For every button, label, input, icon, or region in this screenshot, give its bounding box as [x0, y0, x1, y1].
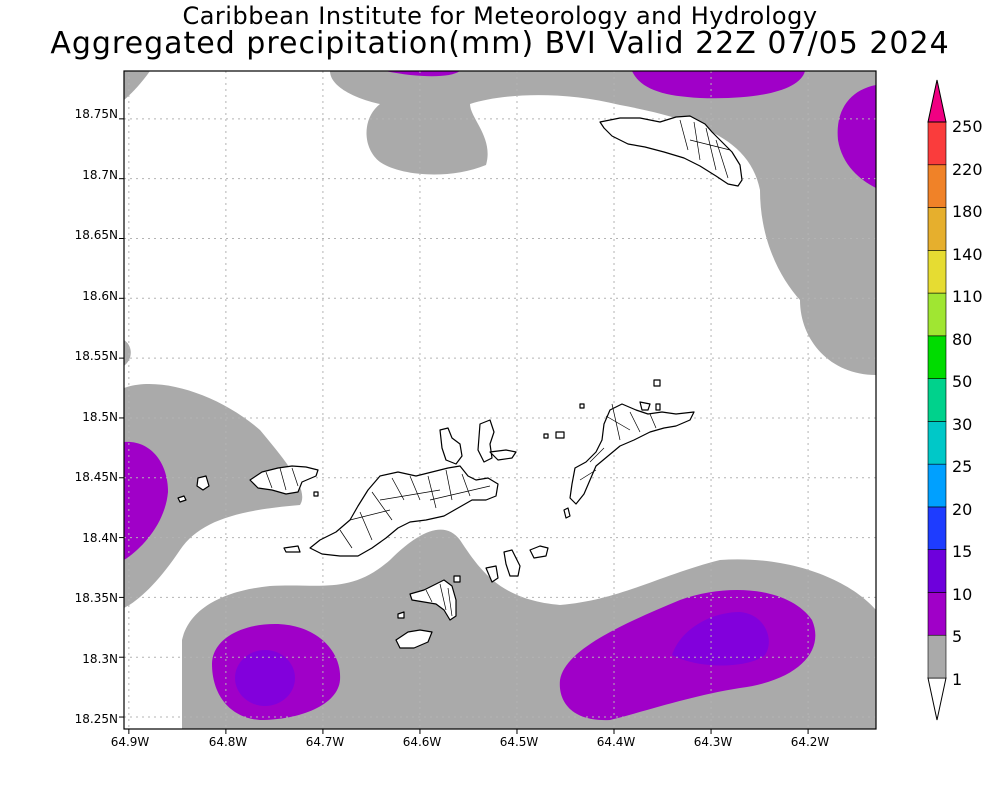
colorbar-label: 180 [952, 202, 983, 221]
colorbar-label: 140 [952, 245, 983, 264]
colorbar-segment [927, 463, 947, 508]
lat-label: 18.25N [75, 712, 118, 726]
lat-label: 18.7N [82, 168, 118, 182]
latitude-axis: 18.75N 18.7N 18.65N 18.6N 18.55N 18.5N 1… [75, 107, 118, 726]
island-tiny-west [177, 495, 187, 503]
lon-label: 64.9W [111, 735, 150, 749]
colorbar-segment [927, 121, 947, 166]
lat-label: 18.5N [82, 410, 118, 424]
lon-label: 64.8W [209, 735, 248, 749]
precip-zone-heavy [235, 612, 769, 706]
colorbar-label: 250 [952, 117, 983, 136]
lon-label: 64.3W [694, 735, 733, 749]
islands [177, 115, 743, 649]
precip-region-moderate-east [837, 85, 876, 188]
longitude-axis: 64.9W 64.8W 64.7W 64.6W 64.5W 64.4W 64.3… [111, 735, 830, 749]
colorbar-label: 50 [952, 372, 972, 391]
colorbar-label: 1 [952, 670, 962, 689]
colorbar-segment [927, 634, 947, 679]
colorbar-label: 5 [952, 627, 962, 646]
lat-label: 18.3N [82, 652, 118, 666]
colorbar-segment [927, 549, 947, 593]
lat-label: 18.45N [75, 470, 118, 484]
precip-core-southwest [235, 650, 295, 706]
map-frame [123, 70, 877, 730]
chart-title-line1: Caribbean Institute for Meteorology and … [182, 2, 818, 30]
island-boundaries [265, 119, 731, 617]
colorbar-segment [927, 421, 947, 465]
island-anegada [599, 115, 743, 187]
colorbar-segment [927, 592, 947, 636]
colorbar-segment [927, 79, 947, 123]
precip-region-northwest [124, 71, 150, 100]
lon-label: 64.7W [306, 735, 345, 749]
colorbar-label: 15 [952, 542, 972, 561]
precip-region-moderate-west [124, 441, 168, 560]
island-norman [395, 629, 433, 649]
precip-region-west [124, 384, 303, 608]
island-guana [477, 419, 495, 463]
island-jost-van-dyke [249, 465, 319, 495]
colorbar-label: 80 [952, 330, 972, 349]
chart-title-line2: Aggregated precipitation(mm) BVI Valid 2… [50, 26, 950, 61]
island-fallen-jerusalem [563, 507, 571, 519]
tortola-boundaries [339, 469, 491, 549]
lat-label: 18.75N [75, 107, 118, 121]
graticule [124, 71, 876, 729]
island-islets-south [283, 491, 461, 619]
colorbar-segment [927, 250, 947, 294]
precip-core-southeast [672, 612, 769, 666]
colorbar-label: 25 [952, 457, 972, 476]
island-ginger [529, 545, 549, 559]
colorbar-label: 110 [952, 287, 983, 306]
colorbar-segment [927, 378, 947, 422]
colorbar-labels: 1 5 10 15 20 25 30 50 80 110 140 180 220… [952, 117, 983, 689]
island-small-west [196, 475, 210, 491]
anegada-boundaries [679, 119, 731, 179]
precip-region-moderate-northeast [632, 71, 805, 99]
peter-boundaries [425, 583, 453, 617]
colorbar-segment [927, 506, 947, 550]
island-salt [503, 549, 521, 577]
island-cooper [485, 565, 499, 583]
colorbar-segment [927, 164, 947, 208]
colorbar-segment [927, 335, 947, 379]
precip-region-north [124, 71, 876, 375]
lat-label: 18.6N [82, 289, 118, 303]
precip-region-moderate-north [385, 71, 460, 77]
jost-van-dyke-boundaries [265, 467, 299, 491]
colorbar-label: 10 [952, 585, 972, 604]
island-small-east [489, 449, 517, 461]
lon-label: 64.4W [597, 735, 636, 749]
lon-label: 64.2W [791, 735, 830, 749]
axis-ticks [119, 118, 809, 734]
colorbar-segment [927, 677, 947, 721]
colorbar-label: 20 [952, 500, 972, 519]
lat-label: 18.4N [82, 531, 118, 545]
lon-label: 64.5W [500, 735, 539, 749]
island-peter [409, 579, 457, 621]
colorbar-label: 220 [952, 160, 983, 179]
colorbar-segment [927, 207, 947, 251]
island-islets-north [543, 379, 661, 439]
island-great-camanoe [439, 427, 463, 465]
lat-label: 18.65N [75, 228, 118, 242]
lon-label: 64.6W [403, 735, 442, 749]
colorbar [927, 79, 947, 721]
island-tortola [309, 465, 499, 557]
virgin-gorda-boundaries [579, 403, 657, 481]
lat-label: 18.55N [75, 349, 118, 363]
colorbar-label: 30 [952, 415, 972, 434]
island-virgin-gorda [569, 403, 695, 505]
lat-label: 18.35N [75, 591, 118, 605]
colorbar-segment [927, 292, 947, 337]
